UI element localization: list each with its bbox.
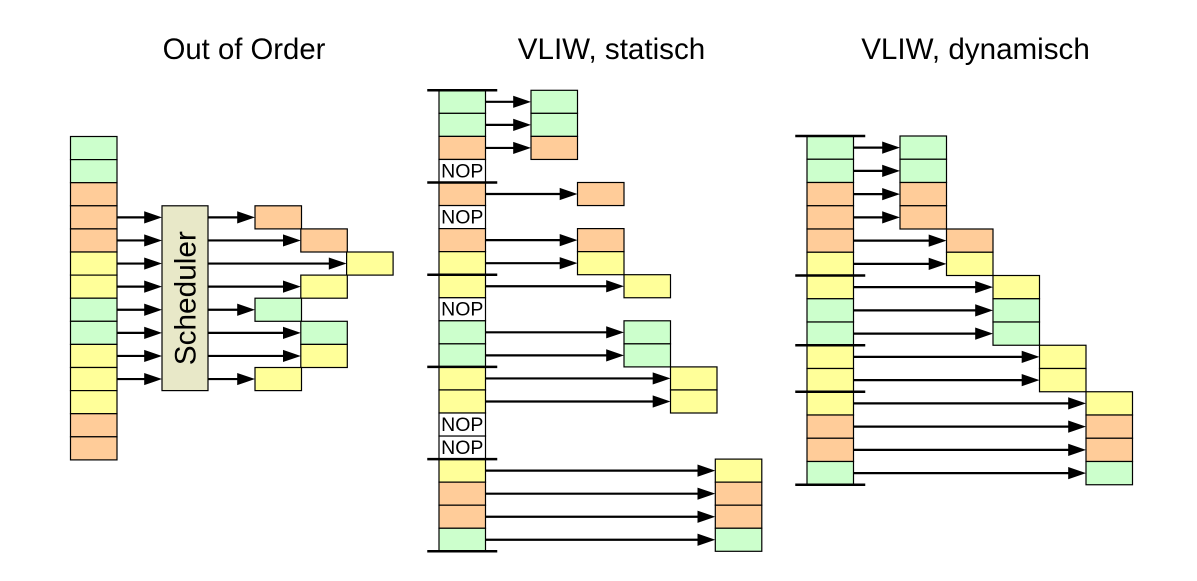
svg-text:Scheduler: Scheduler <box>170 231 203 365</box>
svg-text:Out of Order: Out of Order <box>163 33 326 66</box>
svg-text:NOP: NOP <box>441 206 483 228</box>
svg-text:NOP: NOP <box>441 160 483 182</box>
svg-text:VLIW, statisch: VLIW, statisch <box>518 33 706 66</box>
svg-text:NOP: NOP <box>441 414 483 436</box>
svg-text:NOP: NOP <box>441 437 483 459</box>
svg-text:NOP: NOP <box>441 299 483 321</box>
svg-text:VLIW, dynamisch: VLIW, dynamisch <box>861 33 1090 66</box>
